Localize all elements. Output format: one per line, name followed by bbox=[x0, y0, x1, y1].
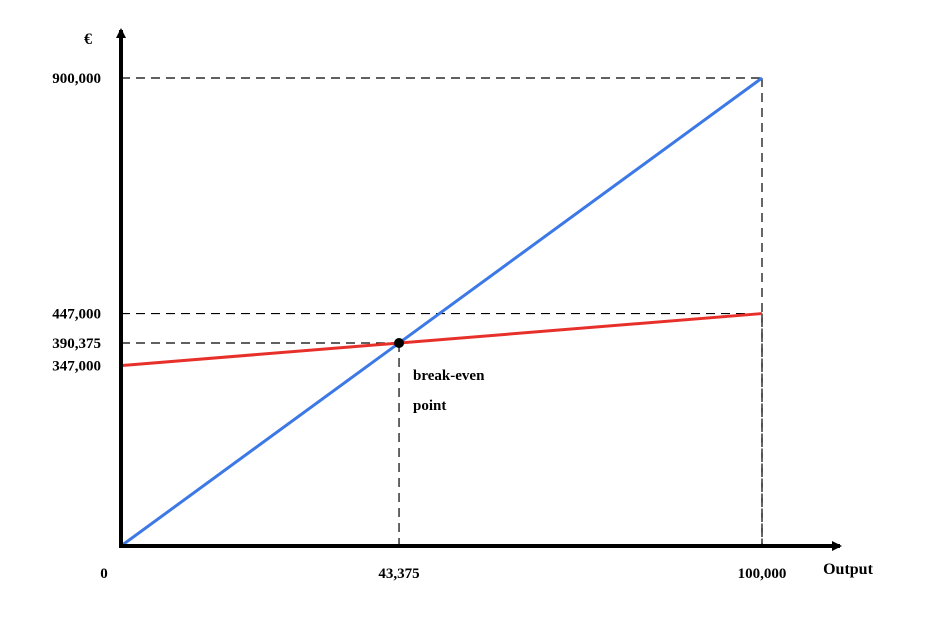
break-even-annotation: break-even point bbox=[413, 368, 485, 414]
series-line-0 bbox=[120, 76, 763, 548]
x-tick-label: 0 bbox=[100, 566, 108, 582]
y-tick-label: 900,000 bbox=[52, 71, 101, 87]
series-lines bbox=[120, 76, 763, 548]
y-axis-label: € bbox=[84, 31, 92, 48]
x-tick-label: 43,375 bbox=[378, 566, 419, 582]
break-even-marker bbox=[394, 338, 405, 349]
x-tick-label: 100,000 bbox=[738, 566, 787, 582]
x-axis-label: Output bbox=[823, 561, 873, 578]
x-tick-labels: 0 43,375 100,000 bbox=[100, 566, 786, 582]
annotation-line: break-even bbox=[413, 368, 485, 384]
y-tick-label: 447,000 bbox=[52, 307, 101, 323]
y-tick-labels: 900,000 447,000 390,375 347,000 bbox=[52, 71, 101, 375]
y-tick-label: 390,375 bbox=[52, 336, 101, 352]
y-tick-label: 347,000 bbox=[52, 359, 101, 375]
series-line-1 bbox=[120, 312, 763, 368]
annotation-line: point bbox=[413, 398, 446, 414]
